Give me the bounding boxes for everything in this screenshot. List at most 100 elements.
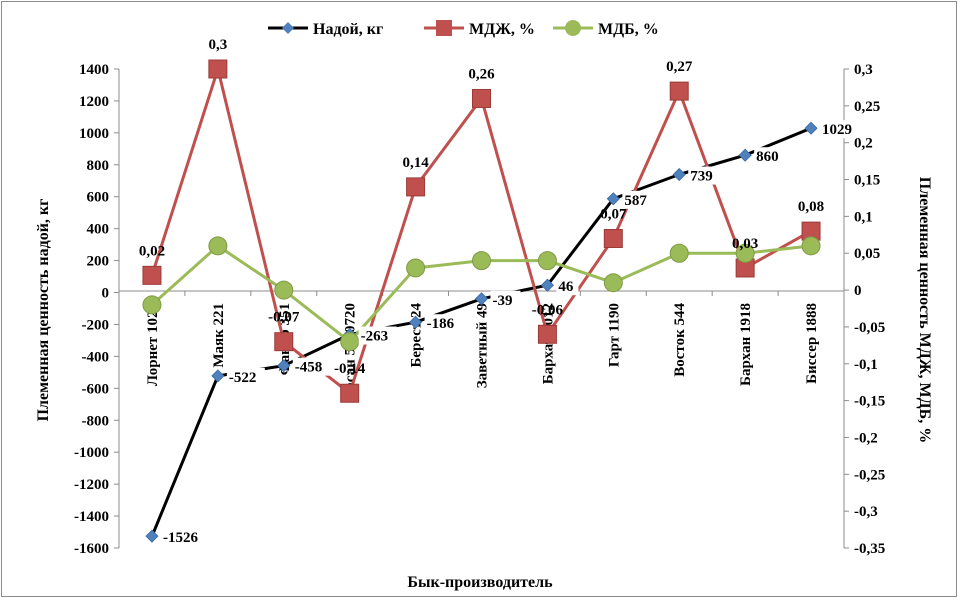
data-label-1-5: 0,26 <box>468 66 495 82</box>
y-axis-right-title: Племенная ценность МДЖ, МДБ, % <box>916 177 933 443</box>
point-1-7 <box>603 228 623 248</box>
data-label-1-8: 0,27 <box>666 59 693 75</box>
data-label-0-8: 739 <box>690 169 713 185</box>
x-tick-label: Восток 544 <box>672 303 688 377</box>
y-left-tick-label: 600 <box>87 190 110 206</box>
data-label-0-4: -186 <box>427 316 455 332</box>
legend-swatch-marker <box>436 20 452 36</box>
y-left-tick-label: 200 <box>87 254 110 270</box>
y-left-tick-label: -600 <box>82 381 110 397</box>
point-2-2 <box>274 280 294 300</box>
data-label-bg <box>820 120 859 139</box>
y-right-tick-label: -0,2 <box>854 430 878 446</box>
legend-item-1: МДЖ, % <box>424 20 535 38</box>
y-left-tick-label: 400 <box>87 222 110 238</box>
point-2-4 <box>406 258 426 278</box>
point-0-7 <box>606 192 620 206</box>
data-label-bg <box>490 290 521 309</box>
data-label-bg <box>424 314 463 333</box>
y-left-tick-label: -400 <box>82 349 110 365</box>
y-right-tick-label: -0,15 <box>854 394 885 410</box>
data-label-1-0: 0,02 <box>139 243 165 259</box>
x-tick-label: Лорнет 1026 <box>145 303 161 387</box>
legend-item-2: МДБ, % <box>553 20 659 38</box>
y-left-tick-label: 1200 <box>79 94 109 110</box>
point-1-4 <box>406 177 426 197</box>
point-0-8 <box>672 167 686 182</box>
point-1-6 <box>537 324 557 344</box>
point-1-0 <box>142 265 162 285</box>
y-left-tick-label: -1200 <box>74 477 109 493</box>
point-0-2 <box>277 359 291 373</box>
point-0-6 <box>540 278 554 292</box>
point-0-0 <box>145 529 159 543</box>
data-label-bg <box>556 277 579 296</box>
point-2-0 <box>142 295 162 315</box>
x-tick-label: Берест 24 <box>409 303 425 368</box>
x-axis-title: Бык-производитель <box>407 574 553 591</box>
y-right-tick-label: 0,2 <box>854 136 873 152</box>
y-right-tick-label: 0,3 <box>854 62 873 78</box>
series-layer <box>142 59 821 543</box>
point-2-9 <box>735 243 755 263</box>
y-left-tick-label: 1400 <box>79 62 109 78</box>
y-right-tick-label: -0,1 <box>854 357 878 373</box>
point-0-4 <box>409 315 423 329</box>
point-2-5 <box>472 251 491 271</box>
point-2-6 <box>537 251 557 271</box>
data-label-0-10: 1029 <box>822 122 852 138</box>
legend: Надой, кг МДЖ, % МДБ, % <box>268 20 659 38</box>
point-1-8 <box>669 81 689 101</box>
data-label-0-2: -458 <box>295 360 323 376</box>
data-label-0-3: -263 <box>361 329 389 345</box>
data-label-0-6: 46 <box>558 279 574 295</box>
point-0-1 <box>211 369 225 383</box>
data-label-bg <box>226 367 265 386</box>
point-1-1 <box>208 59 228 79</box>
legend-swatch-marker <box>565 20 581 36</box>
x-tick-label: Бархан 1918 <box>738 303 754 386</box>
point-2-1 <box>208 236 228 256</box>
y-right-tick-label: -0,3 <box>854 504 878 520</box>
y-left-tick-label: -800 <box>82 413 110 429</box>
point-2-3 <box>340 332 360 352</box>
data-label-bg <box>688 166 719 185</box>
y-axis-left-title: Племенная ценность надой, кг <box>35 199 52 422</box>
data-label-bg <box>160 528 207 547</box>
data-label-0-5: -39 <box>493 293 513 309</box>
point-2-8 <box>669 243 689 263</box>
legend-label-2: МДБ, % <box>598 21 659 38</box>
y-right-tick-label: 0,05 <box>854 246 880 262</box>
point-1-5 <box>472 88 491 108</box>
point-0-9 <box>738 148 752 162</box>
data-label-1-1: 0,3 <box>208 37 227 53</box>
data-label-bg <box>292 357 331 376</box>
point-2-7 <box>603 273 623 293</box>
y-right-tick-label: 0,15 <box>854 173 880 189</box>
data-label-bg <box>754 147 785 166</box>
y-right-tick-label: 0,1 <box>854 209 873 225</box>
y-left-tick-label: 0 <box>102 286 110 302</box>
y-right-tick-label: -0,35 <box>854 541 885 557</box>
y-left-tick-label: -1400 <box>74 509 109 525</box>
legend-label-1: МДЖ, % <box>469 21 535 38</box>
point-0-10 <box>804 121 818 135</box>
legend-item-0: Надой, кг <box>268 21 383 38</box>
y-right-tick-label: 0,25 <box>854 99 880 115</box>
point-0-5 <box>474 292 489 306</box>
y-right-tick-label: -0,25 <box>854 467 885 483</box>
data-label-0-9: 860 <box>756 149 779 165</box>
x-tick-label: Маяк 221 <box>211 303 227 368</box>
y-left-tick-label: 1000 <box>79 126 109 142</box>
data-label-0-7: 587 <box>624 193 647 209</box>
y-right-tick-label: 0 <box>854 283 862 299</box>
data-label-1-4: 0,14 <box>402 155 429 171</box>
data-label-bg <box>622 190 653 209</box>
x-tick-label: Гарт 1190 <box>606 303 622 367</box>
data-label-1-2: -0,07 <box>268 310 300 326</box>
data-label-1-6: -0,06 <box>532 302 564 318</box>
data-label-1-10: 0,08 <box>798 199 824 215</box>
labels-layer: -1526 -522 -458 -263 -186 -39 46 587 739 860 1029 0… <box>139 37 859 547</box>
y-left-tick-label: -200 <box>82 317 110 333</box>
